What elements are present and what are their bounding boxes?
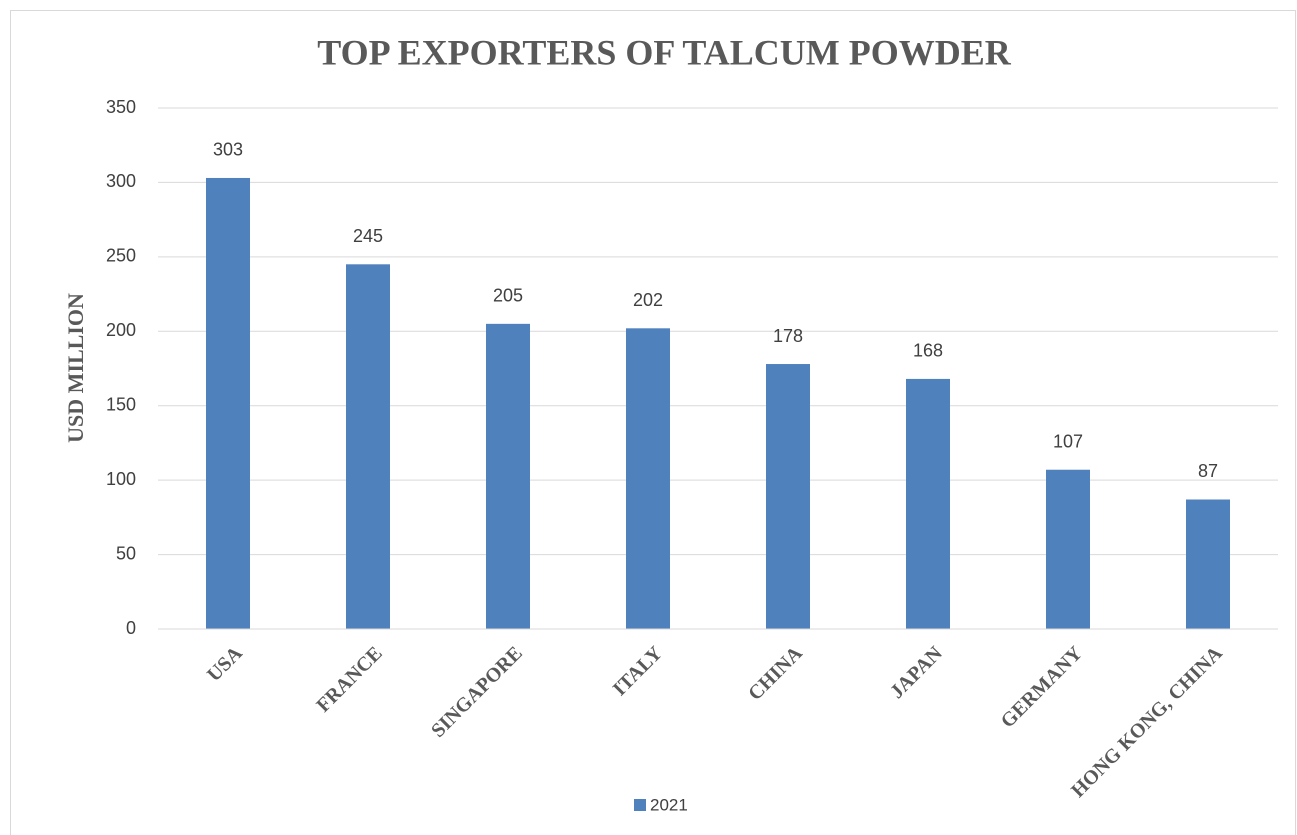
y-tick-label: 0 xyxy=(126,618,136,638)
data-label: 87 xyxy=(1198,461,1218,481)
data-label: 205 xyxy=(493,286,523,306)
y-tick-label: 100 xyxy=(106,469,136,489)
data-label: 202 xyxy=(633,290,663,310)
data-label: 178 xyxy=(773,326,803,346)
chart-title: TOP EXPORTERS OF TALCUM POWDER xyxy=(317,32,1011,72)
data-label: 107 xyxy=(1053,431,1083,451)
y-tick-label: 150 xyxy=(106,394,136,414)
y-tick-label: 300 xyxy=(106,171,136,191)
legend-label: 2021 xyxy=(650,795,688,814)
data-label: 168 xyxy=(913,341,943,361)
bar xyxy=(1046,469,1090,629)
data-label: 303 xyxy=(213,140,243,160)
bar xyxy=(1186,499,1230,629)
bar xyxy=(906,378,950,629)
data-label: 245 xyxy=(353,226,383,246)
y-tick-label: 250 xyxy=(106,246,136,266)
bar xyxy=(486,323,530,629)
legend-swatch xyxy=(634,799,646,811)
y-axis-label: USD MILLION xyxy=(63,293,88,443)
bar xyxy=(766,364,810,629)
y-tick-label: 50 xyxy=(116,543,136,563)
bar xyxy=(626,328,670,629)
bar xyxy=(206,177,250,629)
y-tick-label: 350 xyxy=(106,97,136,117)
bar xyxy=(346,264,390,629)
y-tick-label: 200 xyxy=(106,320,136,340)
